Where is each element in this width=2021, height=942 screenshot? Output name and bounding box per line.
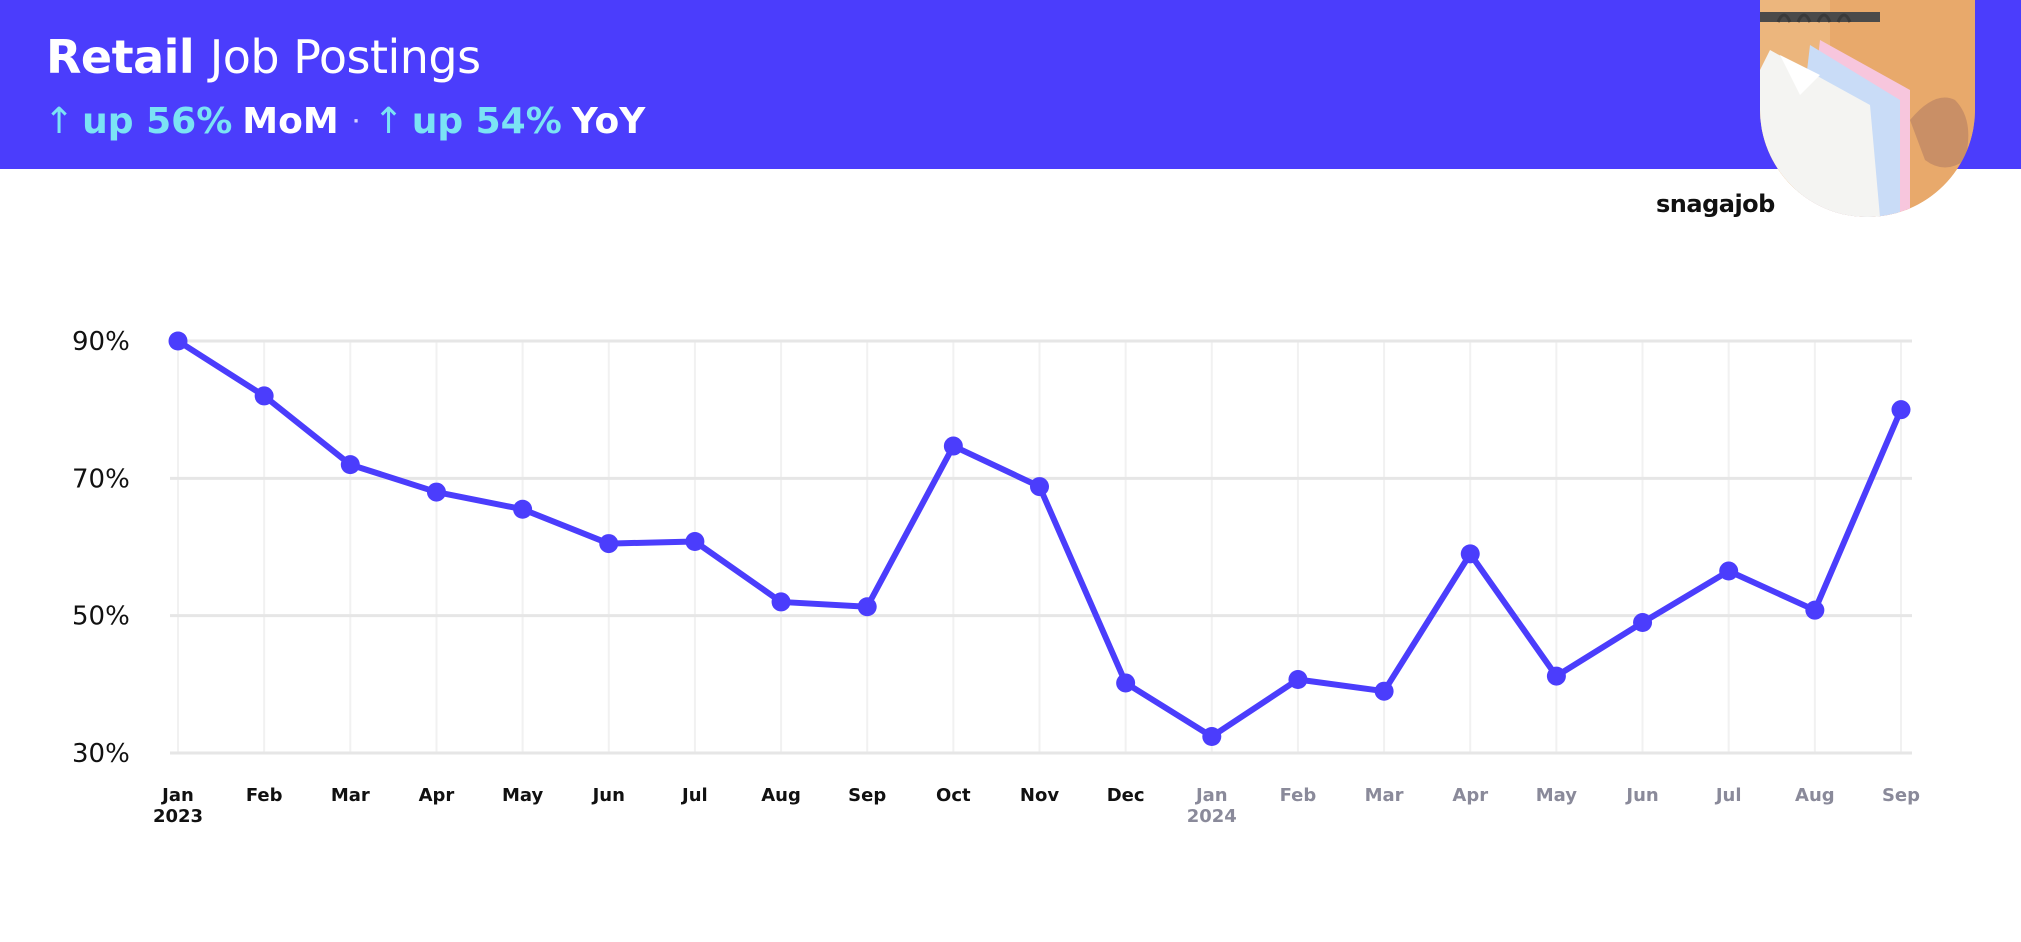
data-point bbox=[685, 532, 705, 552]
clothing-rack-illustration bbox=[1760, 0, 1975, 217]
x-year-label: 2023 bbox=[153, 806, 203, 827]
mom-value: up 56% bbox=[82, 100, 233, 142]
data-point bbox=[426, 482, 446, 502]
x-tick-label: Oct bbox=[936, 785, 971, 806]
data-point bbox=[1116, 673, 1136, 693]
hanger-hook bbox=[1776, 13, 1792, 23]
x-tick-label: May bbox=[502, 785, 544, 806]
shirt-white bbox=[1760, 50, 1880, 217]
title-bold: Retail bbox=[46, 30, 195, 84]
series-layer bbox=[168, 331, 1911, 747]
x-tick-label: Feb bbox=[246, 785, 283, 806]
x-axis-ticks: Jan Feb Mar Apr May Jun Jul Aug Sep Oct Nov Dec Jan F… bbox=[153, 785, 1920, 827]
horizontal-gridlines bbox=[170, 339, 1912, 755]
data-point bbox=[599, 534, 619, 554]
vertical-gridlines bbox=[177, 341, 1902, 753]
data-point bbox=[1460, 544, 1480, 564]
data-point bbox=[771, 592, 791, 612]
y-tick-label: 50% bbox=[72, 602, 130, 632]
data-point bbox=[1891, 400, 1911, 420]
hanger-hook bbox=[1816, 13, 1832, 23]
data-point bbox=[1288, 670, 1308, 690]
growth-stats: ↑ up 56% MoM · ↑ up 54% YoY bbox=[44, 96, 645, 146]
x-year-label: 2024 bbox=[1187, 806, 1237, 827]
y-tick-label: 30% bbox=[72, 739, 130, 769]
mom-label: MoM bbox=[242, 100, 339, 142]
hanger-hook bbox=[1796, 13, 1812, 23]
x-tick-label: Jan bbox=[1194, 785, 1228, 806]
y-tick-label: 70% bbox=[72, 464, 130, 494]
data-point bbox=[1805, 600, 1825, 620]
shirt-collar bbox=[1780, 55, 1820, 95]
data-point bbox=[1374, 681, 1394, 701]
x-tick-label: May bbox=[1536, 785, 1578, 806]
x-tick-label: Mar bbox=[331, 785, 370, 806]
x-tick-label: Jul bbox=[680, 785, 708, 806]
arrow-up-icon: ↑ bbox=[373, 100, 404, 142]
data-point bbox=[943, 436, 963, 456]
data-point bbox=[1633, 613, 1653, 633]
data-point bbox=[1546, 666, 1566, 686]
yoy-label: YoY bbox=[571, 100, 646, 142]
data-point bbox=[1202, 727, 1222, 747]
x-tick-label: Apr bbox=[419, 785, 455, 806]
x-tick-label: Apr bbox=[1452, 785, 1488, 806]
page-title: Retail Job Postings bbox=[46, 28, 481, 86]
x-tick-label: Mar bbox=[1365, 785, 1404, 806]
yoy-value: up 54% bbox=[411, 100, 562, 142]
y-tick-label: 90% bbox=[72, 327, 130, 357]
x-tick-label: Jun bbox=[591, 785, 625, 806]
data-point bbox=[168, 331, 188, 351]
data-point bbox=[254, 386, 274, 406]
x-tick-label: Nov bbox=[1020, 785, 1059, 806]
data-point bbox=[340, 455, 360, 475]
x-tick-label: Aug bbox=[1795, 785, 1835, 806]
x-tick-label: Dec bbox=[1107, 785, 1145, 806]
x-tick-label: Aug bbox=[761, 785, 801, 806]
data-point bbox=[1030, 477, 1049, 497]
y-axis-ticks: 30% 50% 70% 90% bbox=[72, 327, 130, 769]
x-tick-label: Jul bbox=[1714, 785, 1742, 806]
x-tick-label: Sep bbox=[1882, 785, 1920, 806]
stats-separator: · bbox=[352, 110, 360, 132]
x-tick-label: Feb bbox=[1280, 785, 1317, 806]
header-banner bbox=[0, 0, 2021, 169]
data-point bbox=[1719, 561, 1739, 581]
x-tick-label: Jun bbox=[1624, 785, 1658, 806]
data-point bbox=[513, 499, 533, 519]
x-tick-label: Sep bbox=[848, 785, 886, 806]
data-point bbox=[857, 597, 877, 617]
hanger-hook bbox=[1836, 13, 1852, 23]
hand bbox=[1910, 97, 1969, 168]
clothing-rack-photo bbox=[1760, 0, 1975, 217]
x-tick-label: Jan bbox=[160, 785, 194, 806]
title-rest: Job Postings bbox=[209, 30, 481, 84]
arrow-up-icon: ↑ bbox=[44, 100, 75, 142]
brand-logo: snagajob bbox=[1656, 190, 1775, 218]
